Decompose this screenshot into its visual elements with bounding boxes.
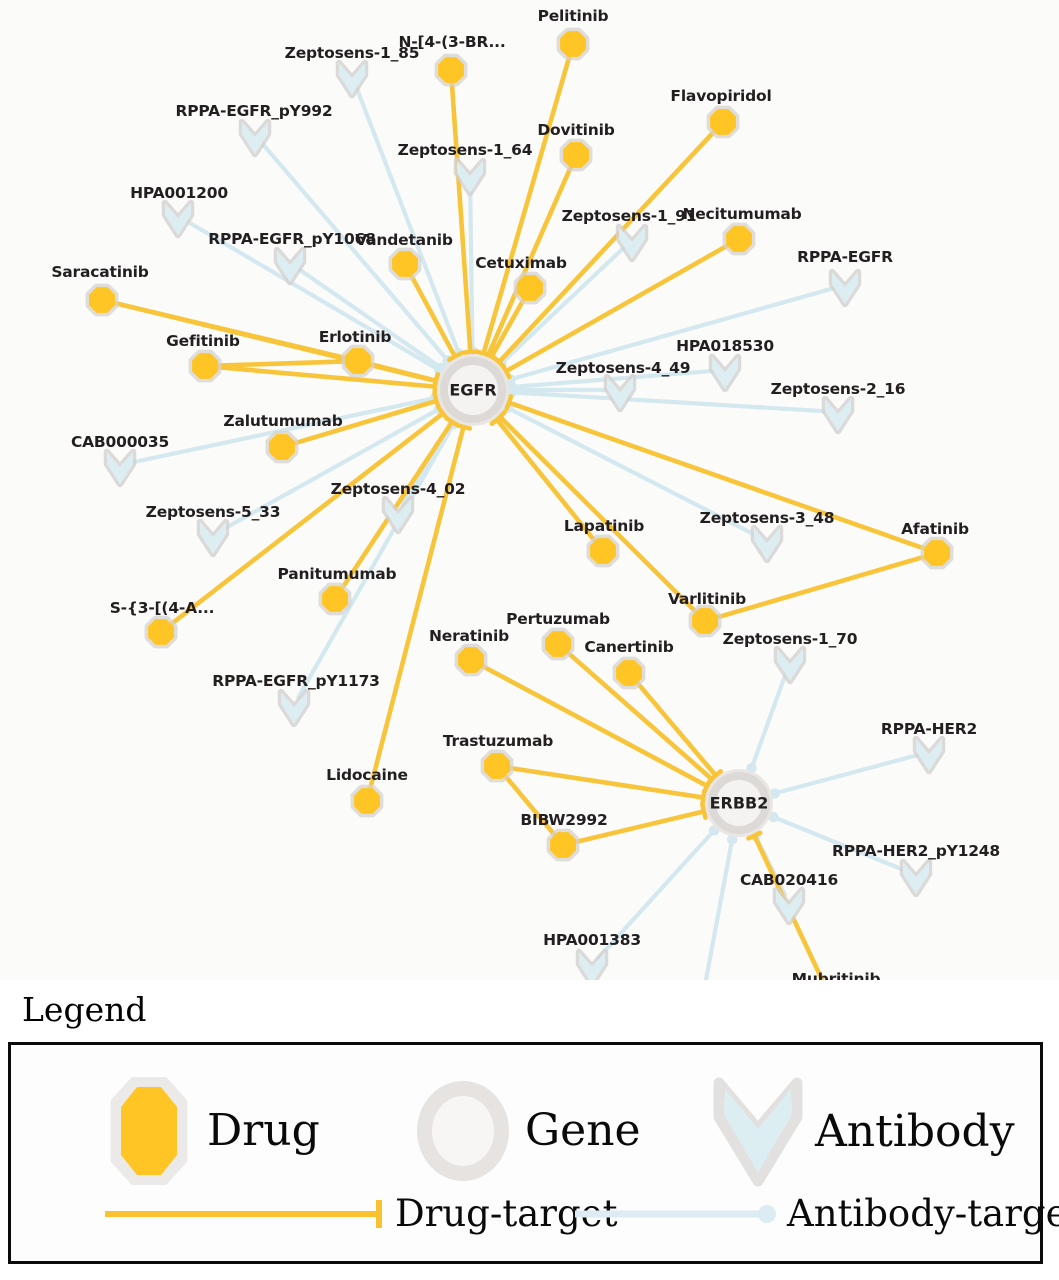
antibody-node[interactable]	[161, 199, 195, 239]
drug-node[interactable]	[586, 534, 620, 568]
nodes-layer	[85, 27, 954, 980]
drug-target-edge[interactable]	[449, 80, 480, 355]
drug-node[interactable]	[188, 349, 222, 383]
drug-node[interactable]	[513, 271, 547, 305]
drug-target-edge[interactable]	[368, 361, 441, 390]
drug-node[interactable]	[454, 643, 488, 677]
drug-target-edge[interactable]	[507, 765, 707, 807]
antibody-node[interactable]	[615, 223, 649, 263]
antibody-node[interactable]	[708, 353, 742, 393]
drug-node[interactable]	[85, 283, 119, 317]
antibody-target-edge[interactable]	[746, 668, 790, 774]
drug-target-edge[interactable]	[635, 680, 724, 783]
legend-item-antibody-target-edge: Antibody-target	[571, 1195, 1059, 1232]
gene-ring-icon	[417, 1081, 509, 1181]
network-canvas[interactable]: Zeptosens-1_85 RPPA-EGFR_pY992 HPA001200 RP…	[0, 0, 1059, 997]
gene-node[interactable]	[705, 769, 773, 837]
antibody-node[interactable]	[335, 59, 369, 99]
drug-node[interactable]	[920, 536, 954, 570]
legend-title: Legend	[22, 990, 147, 1029]
legend-label-drug: Drug	[207, 1105, 320, 1156]
drug-octagon-icon	[110, 1077, 188, 1185]
drug-target-edge[interactable]	[112, 300, 348, 361]
drug-node[interactable]	[350, 784, 384, 818]
antibody-node[interactable]	[381, 495, 415, 535]
drug-target-edge[interactable]	[493, 409, 699, 615]
drug-node[interactable]	[612, 656, 646, 690]
antibody-target-edge[interactable]	[258, 139, 453, 366]
drug-target-edge[interactable]	[715, 554, 927, 620]
drug-node[interactable]	[388, 247, 422, 281]
antibody-node[interactable]	[453, 157, 487, 197]
drug-target-edge[interactable]	[500, 243, 730, 380]
legend-box: Drug Gene Antibody	[8, 1042, 1059, 1264]
drug-target-edge[interactable]	[573, 802, 708, 845]
drug-node[interactable]	[341, 344, 375, 378]
drug-target-edge-icon	[105, 1199, 382, 1228]
antibody-target-edge[interactable]	[769, 752, 923, 799]
drug-target-edge[interactable]	[339, 415, 460, 591]
antibody-node[interactable]	[196, 518, 230, 558]
drug-node[interactable]	[706, 105, 740, 139]
antibody-node[interactable]	[773, 645, 807, 685]
antibody-target-edge[interactable]	[595, 825, 720, 961]
drug-target-edge[interactable]	[367, 422, 473, 791]
antibody-target-edge[interactable]	[502, 402, 762, 539]
antibody-node[interactable]	[575, 948, 609, 980]
legend-item-drug: Drug	[101, 1077, 320, 1185]
drug-target-edge[interactable]	[292, 392, 441, 446]
drug-target-edge[interactable]	[489, 413, 598, 544]
drug-target-edge[interactable]	[215, 359, 348, 368]
antibody-target-edge-icon	[575, 1204, 776, 1223]
drug-target-edge[interactable]	[504, 394, 928, 551]
drug-node[interactable]	[318, 582, 352, 616]
drug-target-edge[interactable]	[168, 405, 450, 627]
network-graph-svg[interactable]	[0, 0, 1059, 980]
legend-item-antibody: Antibody	[711, 1077, 1015, 1187]
drug-node[interactable]	[556, 27, 590, 61]
legend-label-antibody: Antibody	[815, 1106, 1015, 1157]
drug-node[interactable]	[688, 604, 722, 638]
antibody-node[interactable]	[828, 268, 862, 308]
drug-node[interactable]	[480, 749, 514, 783]
antibody-node[interactable]	[772, 886, 806, 926]
antibody-node[interactable]	[912, 735, 946, 775]
antibody-target-edge[interactable]	[496, 244, 628, 369]
gene-node-label-erbb2: ERBB2	[709, 793, 769, 813]
antibody-node[interactable]	[603, 373, 637, 413]
legend-item-gene: Gene	[411, 1077, 641, 1185]
drug-target-edge[interactable]	[480, 164, 574, 361]
antibody-node[interactable]	[277, 688, 311, 728]
antibody-chevron-icon	[713, 1077, 803, 1187]
drug-node[interactable]	[144, 615, 178, 649]
legend-label-antibody-target: Antibody-target	[787, 1192, 1059, 1235]
gene-node-label-egfr: EGFR	[449, 380, 497, 400]
drug-node[interactable]	[434, 53, 468, 87]
antibody-target-edge[interactable]	[768, 811, 910, 874]
edges-layer	[112, 54, 928, 980]
legend-panel: Legend Drug Gene	[0, 980, 1059, 1280]
gene-node[interactable]	[437, 354, 509, 426]
antibody-node[interactable]	[273, 246, 307, 286]
drug-node[interactable]	[265, 430, 299, 464]
legend-item-drug-target-edge: Drug-target	[101, 1195, 617, 1232]
antibody-node[interactable]	[238, 118, 272, 158]
legend-label-gene: Gene	[525, 1105, 641, 1156]
drug-node[interactable]	[546, 828, 580, 862]
antibody-node[interactable]	[750, 524, 784, 564]
drug-node[interactable]	[541, 627, 575, 661]
antibody-target-edge[interactable]	[702, 834, 738, 980]
drug-target-edge[interactable]	[408, 273, 463, 362]
antibody-node[interactable]	[103, 448, 137, 488]
antibody-node[interactable]	[821, 395, 855, 435]
drug-node[interactable]	[559, 138, 593, 172]
drug-target-edge[interactable]	[503, 773, 557, 838]
drug-node[interactable]	[722, 222, 756, 256]
antibody-node[interactable]	[899, 858, 933, 898]
drug-target-edge[interactable]	[483, 297, 526, 363]
